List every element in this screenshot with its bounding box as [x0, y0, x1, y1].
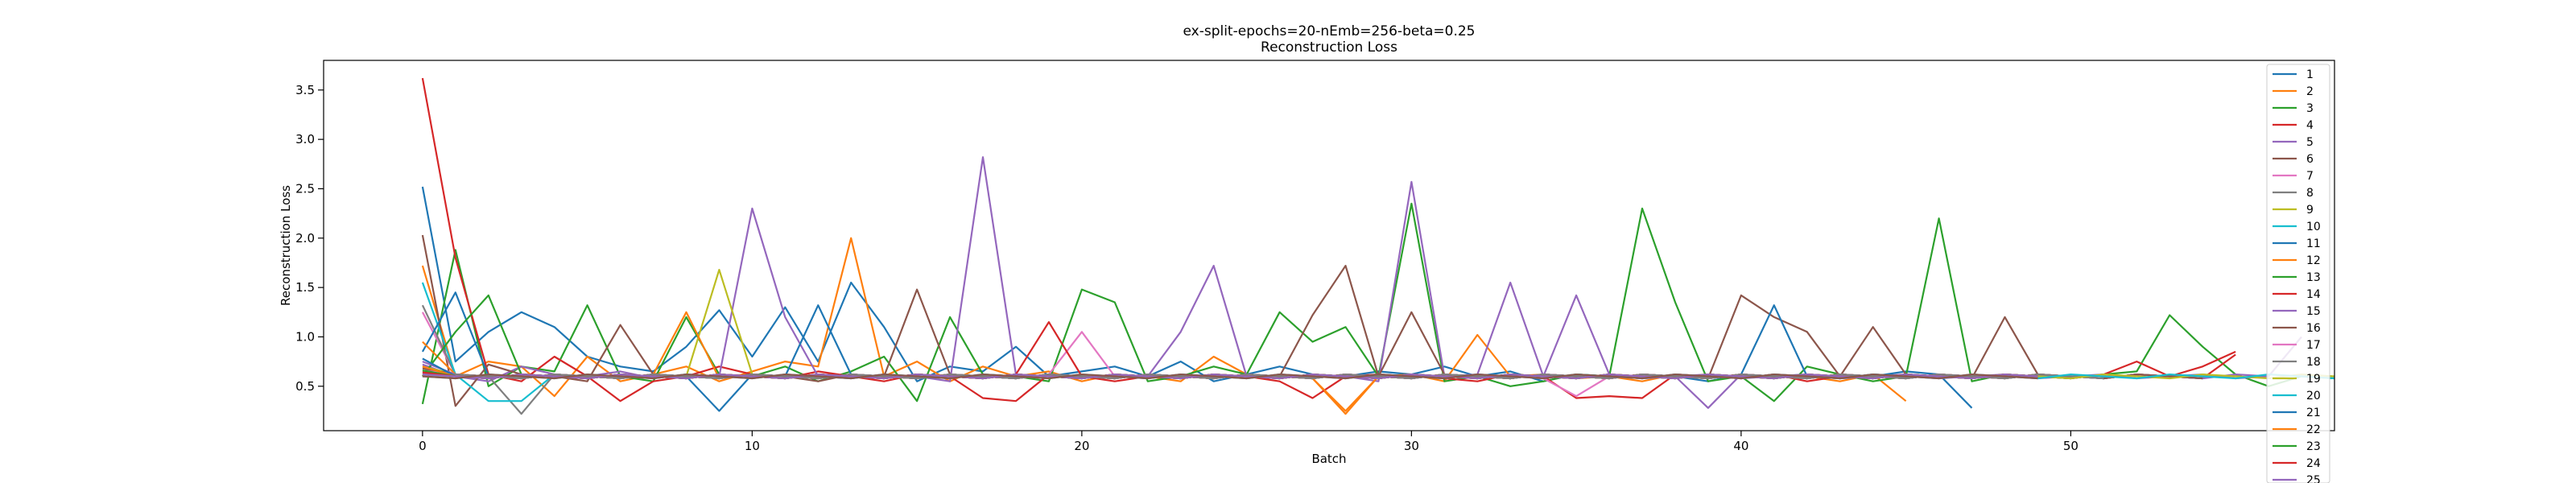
legend-label-2: 2 — [2306, 85, 2314, 98]
legend-label-12: 12 — [2306, 254, 2321, 267]
plot-frame — [323, 60, 2335, 431]
x-axis-label: Batch — [1311, 452, 1346, 466]
legend-label-18: 18 — [2306, 356, 2321, 369]
legend-label-20: 20 — [2306, 390, 2321, 402]
y-tick-label: 2.5 — [295, 181, 315, 196]
legend-label-21: 21 — [2306, 407, 2321, 419]
y-ticks: 0.5 1.0 1.5 2.0 2.5 3.0 3.5 — [295, 83, 324, 394]
legend-label-25: 25 — [2306, 474, 2321, 483]
legend-label-6: 6 — [2306, 153, 2314, 166]
y-tick-label: 3.0 — [295, 132, 315, 147]
legend-label-22: 22 — [2306, 423, 2321, 436]
chart-title: ex-split-epochs=20-nEmb=256-beta=0.25 — [1183, 23, 1475, 39]
legend-label-15: 15 — [2306, 305, 2321, 318]
x-ticks: 0 10 20 30 40 50 — [419, 431, 2079, 453]
x-tick-label: 50 — [2063, 439, 2079, 453]
legend-label-7: 7 — [2306, 170, 2314, 183]
legend-label-1: 1 — [2306, 68, 2314, 81]
legend-label-3: 3 — [2306, 102, 2314, 115]
legend-label-11: 11 — [2306, 237, 2321, 250]
y-tick-label: 0.5 — [295, 379, 315, 394]
y-tick-label: 1.0 — [295, 329, 315, 344]
legend-label-14: 14 — [2306, 288, 2321, 301]
series-line-25 — [422, 374, 2038, 380]
chart-subtitle: Reconstruction Loss — [1261, 39, 1397, 56]
legend-label-19: 19 — [2306, 373, 2321, 386]
y-tick-label: 2.0 — [295, 231, 315, 246]
x-tick-label: 0 — [419, 439, 427, 453]
legend-label-9: 9 — [2306, 204, 2314, 217]
y-tick-label: 3.5 — [295, 83, 315, 97]
legend-label-16: 16 — [2306, 322, 2321, 335]
x-tick-label: 20 — [1074, 439, 1089, 453]
legend-label-24: 24 — [2306, 457, 2321, 470]
legend-label-8: 8 — [2306, 187, 2314, 200]
legend-label-13: 13 — [2306, 271, 2321, 284]
y-tick-label: 1.5 — [295, 280, 315, 295]
series-line-26 — [422, 374, 2038, 380]
x-tick-label: 30 — [1404, 439, 1419, 453]
legend-label-4: 4 — [2306, 119, 2314, 132]
y-axis-label: Reconstruction Loss — [279, 185, 293, 306]
legend: 1234567891011121314151617181920212223242… — [2266, 64, 2330, 483]
legend-label-10: 10 — [2306, 221, 2321, 233]
legend-label-23: 23 — [2306, 440, 2321, 453]
legend-label-5: 5 — [2306, 136, 2314, 149]
x-tick-label: 40 — [1733, 439, 1748, 453]
legend-label-17: 17 — [2306, 339, 2321, 352]
legend-entries: 1234567891011121314151617181920212223242… — [2273, 68, 2321, 483]
series-lines — [421, 77, 2334, 415]
series-line-18 — [422, 371, 2104, 380]
x-tick-label: 10 — [745, 439, 760, 453]
